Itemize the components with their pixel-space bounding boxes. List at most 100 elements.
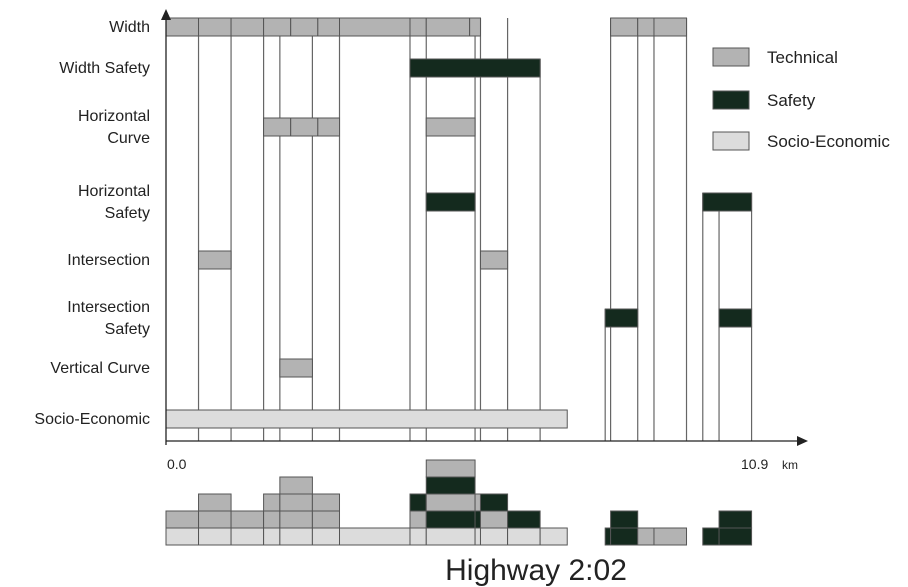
row-label-1-line-0: Width Safety <box>59 60 150 77</box>
segment-row2-0 <box>263 117 292 137</box>
summary-block-17-0 <box>702 527 720 546</box>
summary-block-6-0 <box>339 527 411 546</box>
segment-row5-0 <box>604 308 639 328</box>
x-tick-label-start: 0.0 <box>167 456 187 472</box>
summary-block-5-1 <box>311 510 341 529</box>
summary-block-7-1 <box>409 510 427 529</box>
x-tick-label-end: 10.9 km <box>741 456 798 472</box>
segment-row0-8 <box>425 17 471 37</box>
summary-stacks <box>165 459 753 546</box>
summary-block-4-2 <box>279 493 313 512</box>
row-label-5-line-1: Safety <box>105 321 150 338</box>
chart-caption: Highway 2:02 <box>445 554 627 587</box>
segment-row3-0 <box>425 192 476 212</box>
summary-block-8-4 <box>425 459 476 478</box>
legend: Technical Safety Socio-Economic <box>712 47 890 151</box>
summary-block-0-1 <box>165 510 200 529</box>
row-label-3-line-1: Safety <box>105 205 150 222</box>
segment-row2-3 <box>425 117 476 137</box>
legend-swatch-safety <box>712 90 750 110</box>
row-labels: Width Width Safety Horizontal Curve Horizont… <box>34 19 150 428</box>
summary-block-15-0 <box>637 527 655 546</box>
summary-block-8-1 <box>425 510 476 529</box>
legend-swatch-technical <box>712 47 750 67</box>
legend-label-socio: Socio-Economic <box>767 132 890 151</box>
summary-block-2-1 <box>230 510 265 529</box>
summary-block-2-0 <box>230 527 265 546</box>
summary-block-10-0 <box>479 527 509 546</box>
row-label-2-line-1: Curve <box>107 130 150 147</box>
segment-row7-0 <box>165 409 568 429</box>
summary-block-18-1 <box>718 510 753 529</box>
legend-label-technical: Technical <box>767 48 838 67</box>
segment-row2-2 <box>317 117 341 137</box>
summary-block-11-0 <box>507 527 541 546</box>
segment-row0-7 <box>409 17 427 37</box>
summary-block-12-0 <box>539 527 568 546</box>
segment-row0-9 <box>469 17 481 37</box>
summary-block-9-0 <box>474 527 481 546</box>
summary-block-8-0 <box>425 527 476 546</box>
summary-block-9-1 <box>474 510 481 529</box>
segment-row0-10 <box>610 17 639 37</box>
summary-block-16-0 <box>653 527 688 546</box>
summary-block-4-0 <box>279 527 313 546</box>
summary-block-0-0 <box>165 527 200 546</box>
summary-block-14-1 <box>610 510 639 529</box>
summary-block-10-1 <box>479 510 509 529</box>
segment-row0-4 <box>290 17 319 37</box>
x-tick-label-end-value: 10.9 <box>741 456 768 472</box>
legend-label-safety: Safety <box>767 91 816 110</box>
y-axis-arrow <box>161 9 171 20</box>
summary-block-4-3 <box>279 476 313 495</box>
summary-block-10-2 <box>479 493 509 512</box>
segment-row0-1 <box>198 17 232 37</box>
summary-block-1-2 <box>198 493 232 512</box>
summary-block-1-0 <box>198 527 232 546</box>
segment-bars <box>165 17 753 429</box>
segment-row0-3 <box>263 17 292 37</box>
segment-row5-1 <box>718 308 753 328</box>
summary-block-8-2 <box>425 493 476 512</box>
summary-block-3-1 <box>263 510 281 529</box>
row-label-0-line-0: Width <box>109 19 150 36</box>
segment-row0-0 <box>165 17 200 37</box>
segment-row3-1 <box>702 192 753 212</box>
segment-row4-0 <box>198 250 232 270</box>
summary-block-7-2 <box>409 493 427 512</box>
segment-row4-1 <box>479 250 509 270</box>
row-label-6-line-0: Vertical Curve <box>50 360 150 377</box>
segment-row0-11 <box>637 17 655 37</box>
row-label-5-line-0: Intersection <box>67 299 150 316</box>
segment-row2-1 <box>290 117 319 137</box>
row-label-7-line-0: Socio-Economic <box>34 411 150 428</box>
summary-block-3-0 <box>263 527 281 546</box>
summary-block-9-2 <box>474 493 481 512</box>
legend-swatch-socio <box>712 131 750 151</box>
row-label-2-line-0: Horizontal <box>78 108 150 125</box>
summary-block-5-0 <box>311 527 341 546</box>
summary-block-3-2 <box>263 493 281 512</box>
summary-block-7-0 <box>409 527 427 546</box>
summary-block-11-1 <box>507 510 541 529</box>
x-axis-arrow <box>797 436 808 446</box>
summary-block-4-1 <box>279 510 313 529</box>
segment-row0-5 <box>317 17 341 37</box>
summary-block-18-0 <box>718 527 753 546</box>
segment-row1-0 <box>409 58 541 78</box>
summary-block-14-0 <box>610 527 639 546</box>
segment-row0-6 <box>339 17 411 37</box>
row-label-3-line-0: Horizontal <box>78 183 150 200</box>
segment-row0-2 <box>230 17 265 37</box>
axes: 0.0 10.9 km <box>161 9 808 472</box>
boundary-lines <box>197 18 753 441</box>
summary-block-13-0 <box>604 527 612 546</box>
summary-block-5-2 <box>311 493 341 512</box>
row-label-4-line-0: Intersection <box>67 252 150 269</box>
summary-block-1-1 <box>198 510 232 529</box>
segment-row0-12 <box>653 17 688 37</box>
segment-row6-0 <box>279 358 313 378</box>
x-unit-label: km <box>782 458 798 472</box>
summary-block-8-3 <box>425 476 476 495</box>
